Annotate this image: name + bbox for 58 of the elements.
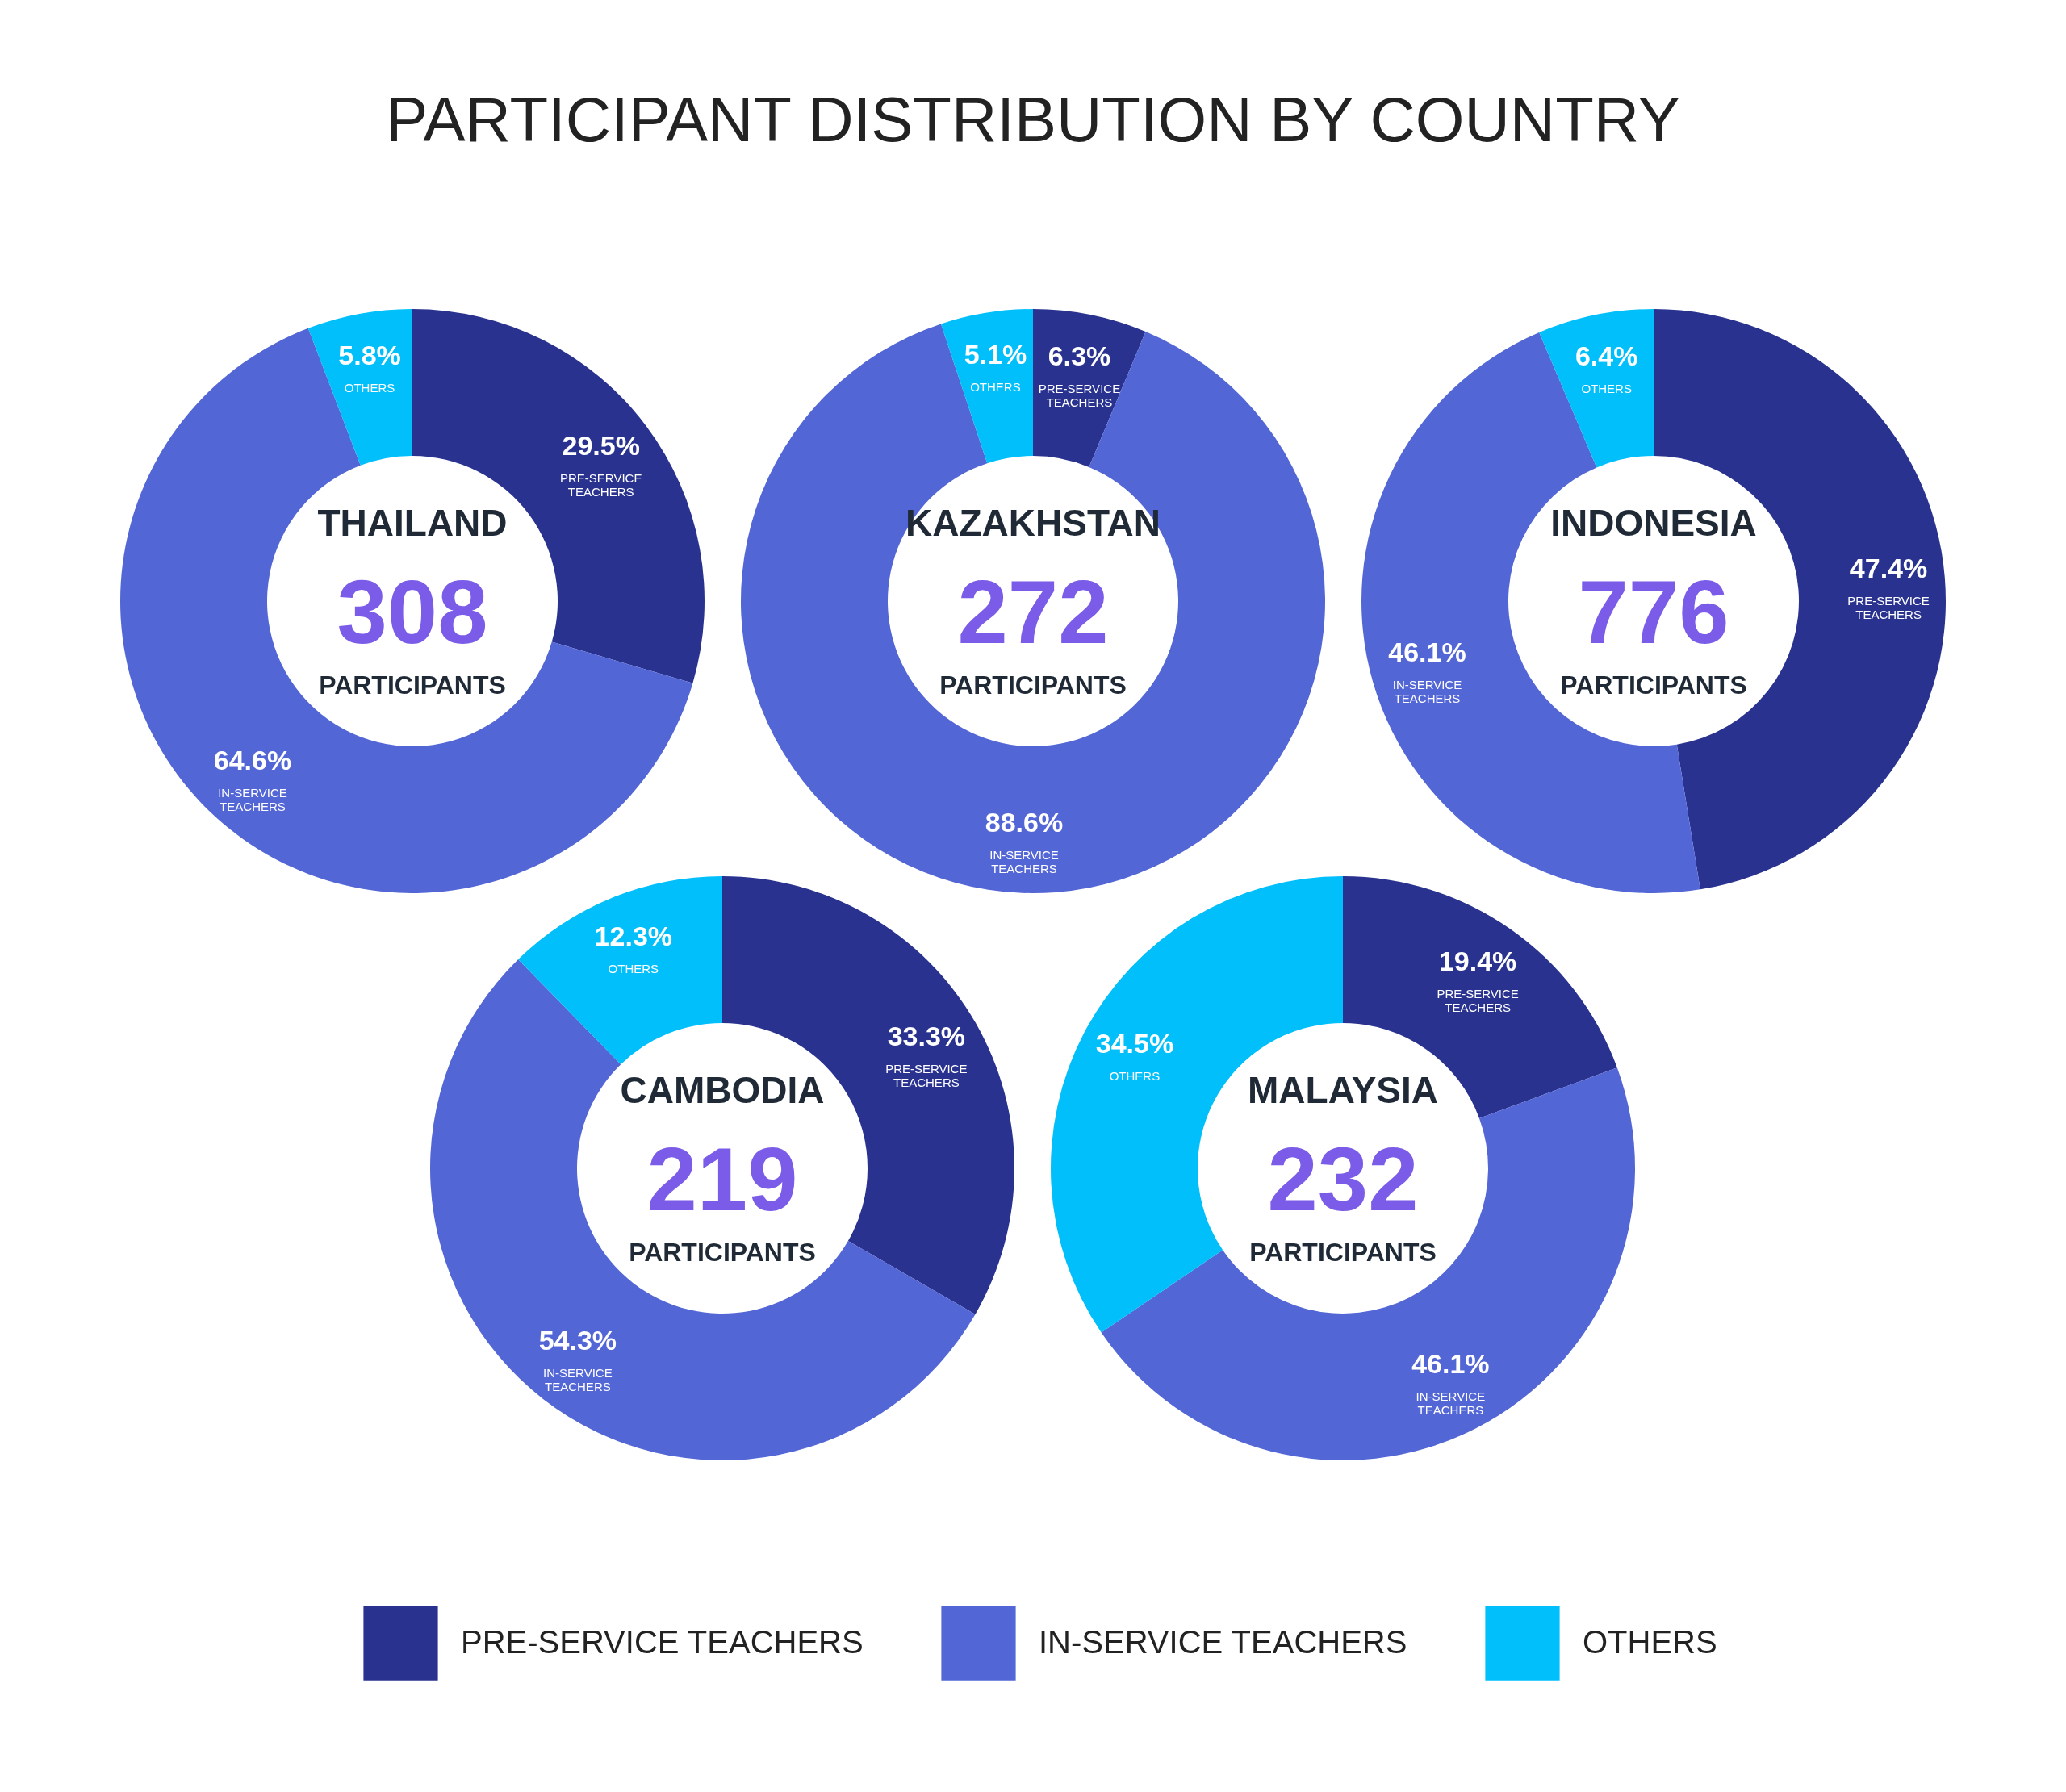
slice-label: PRE-SERVICE TEACHERS: [1847, 593, 1930, 621]
slice-label: IN-SERVICE TEACHERS: [543, 1365, 613, 1393]
donut-slice: [518, 876, 722, 1065]
slice-label: IN-SERVICE TEACHERS: [1416, 1389, 1486, 1417]
data-label: 5.1%: [964, 338, 1027, 370]
slice-label: PRE-SERVICE TEACHERS: [1437, 986, 1519, 1014]
data-label: 64.6%: [213, 744, 292, 775]
data-label: 46.1%: [1388, 637, 1466, 668]
text: INDONESIA: [1550, 502, 1757, 544]
data-label: 19.4%: [1438, 945, 1517, 976]
slice-label: PRE-SERVICE TEACHERS: [885, 1062, 968, 1089]
donut-slice: [1101, 1067, 1635, 1460]
slice-label: OTHERS: [344, 380, 395, 395]
text: THAILAND: [317, 502, 508, 544]
donut-slice: [307, 309, 412, 466]
data-label: 47.4%: [1849, 552, 1928, 583]
legend-label: IN-SERVICE TEACHERS: [1039, 1623, 1407, 1660]
text: PARTICIPANTS: [1560, 670, 1747, 700]
donut-slice: [1033, 309, 1146, 467]
legend-label: PRE-SERVICE TEACHERS: [461, 1623, 864, 1660]
donut-slice: [741, 324, 1325, 893]
data-label: 34.5%: [1095, 1028, 1174, 1059]
slice-label: PRE-SERVICE TEACHERS: [559, 470, 642, 499]
text: MALAYSIA: [1248, 1069, 1438, 1111]
text: PARTICIPANTS: [629, 1238, 816, 1267]
donut-slice: [1539, 309, 1654, 468]
data-label: 33.3%: [887, 1021, 966, 1051]
text: PARTICIPANT DISTRIBUTION BY COUNTRY: [386, 84, 1680, 155]
donut-slice: [940, 309, 1033, 464]
slice-label: OTHERS: [1109, 1069, 1161, 1084]
text: 308: [337, 562, 488, 662]
donut-slice: [120, 328, 693, 893]
data-label: 46.1%: [1411, 1347, 1490, 1379]
slice-label: IN-SERVICE TEACHERS: [1392, 678, 1462, 706]
slice-label: OTHERS: [1581, 381, 1632, 395]
legend-label: OTHERS: [1583, 1623, 1717, 1660]
slice-label: OTHERS: [608, 961, 659, 975]
slice-label: IN-SERVICE TEACHERS: [989, 847, 1059, 875]
text: 272: [957, 562, 1109, 662]
text: 232: [1267, 1129, 1419, 1230]
data-label: 6.4%: [1575, 340, 1638, 371]
text: PARTICIPANTS: [939, 670, 1127, 700]
text: CAMBODIA: [620, 1069, 825, 1111]
text: 219: [646, 1129, 798, 1230]
donut-slice: [430, 959, 976, 1460]
text: 776: [1578, 562, 1729, 662]
slice-label: PRE-SERVICE TEACHERS: [1038, 381, 1121, 409]
slice-label: IN-SERVICE TEACHERS: [218, 785, 287, 813]
data-label: 5.8%: [338, 339, 401, 370]
slice-label: OTHERS: [970, 379, 1021, 394]
text: PARTICIPANTS: [1249, 1238, 1437, 1267]
text: KAZAKHSTAN: [905, 502, 1161, 544]
data-label: 29.5%: [562, 429, 640, 461]
data-label: 6.3%: [1048, 340, 1111, 371]
data-label: 54.3%: [538, 1324, 617, 1355]
data-label: 12.3%: [594, 920, 673, 951]
text: PARTICIPANTS: [319, 670, 506, 700]
data-label: 88.6%: [985, 806, 1064, 838]
